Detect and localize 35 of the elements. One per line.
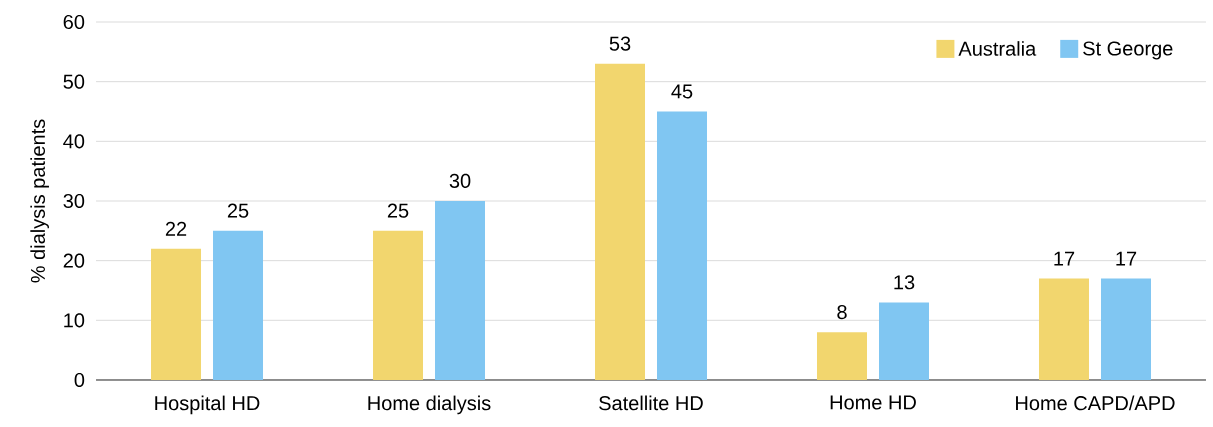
bar bbox=[657, 111, 707, 380]
x-tick-label: Home dialysis bbox=[368, 395, 491, 415]
bar bbox=[595, 63, 646, 380]
data-label: 25 bbox=[227, 203, 249, 218]
data-label: 17 bbox=[1116, 251, 1137, 266]
y-tick-label: 20 bbox=[63, 253, 85, 268]
data-label: 53 bbox=[609, 36, 631, 51]
data-label: 13 bbox=[894, 275, 915, 290]
y-tick-label: 0 bbox=[74, 372, 85, 388]
y-axis-title: % dialysis patients bbox=[30, 119, 49, 283]
bar bbox=[435, 201, 486, 380]
x-tick-label: Hospital HD bbox=[155, 395, 260, 415]
bar bbox=[879, 302, 929, 380]
bar bbox=[1038, 278, 1089, 380]
x-tick-label: Home HD bbox=[830, 395, 916, 410]
data-label: 8 bbox=[837, 305, 847, 320]
bar bbox=[151, 248, 202, 380]
bar bbox=[213, 230, 264, 380]
x-tick-label: Satellite HD bbox=[599, 395, 703, 411]
data-label: 45 bbox=[671, 84, 693, 99]
data-label: 30 bbox=[449, 173, 471, 188]
bar bbox=[373, 230, 424, 380]
bar bbox=[1101, 278, 1151, 380]
x-tick-label: Home CAPD/APD bbox=[1016, 395, 1175, 411]
y-tick-label: 30 bbox=[63, 193, 85, 209]
y-tick-label: 50 bbox=[63, 74, 85, 89]
y-tick-label: 60 bbox=[63, 14, 85, 30]
data-label: 17 bbox=[1054, 251, 1075, 266]
bar bbox=[817, 332, 867, 380]
y-tick-label: 40 bbox=[63, 134, 85, 149]
data-label: 25 bbox=[387, 203, 409, 218]
legend-label: Australia bbox=[958, 41, 1037, 56]
legend-label: St George bbox=[1083, 41, 1173, 60]
data-label: 22 bbox=[165, 221, 187, 236]
y-tick-label: 10 bbox=[64, 313, 85, 328]
